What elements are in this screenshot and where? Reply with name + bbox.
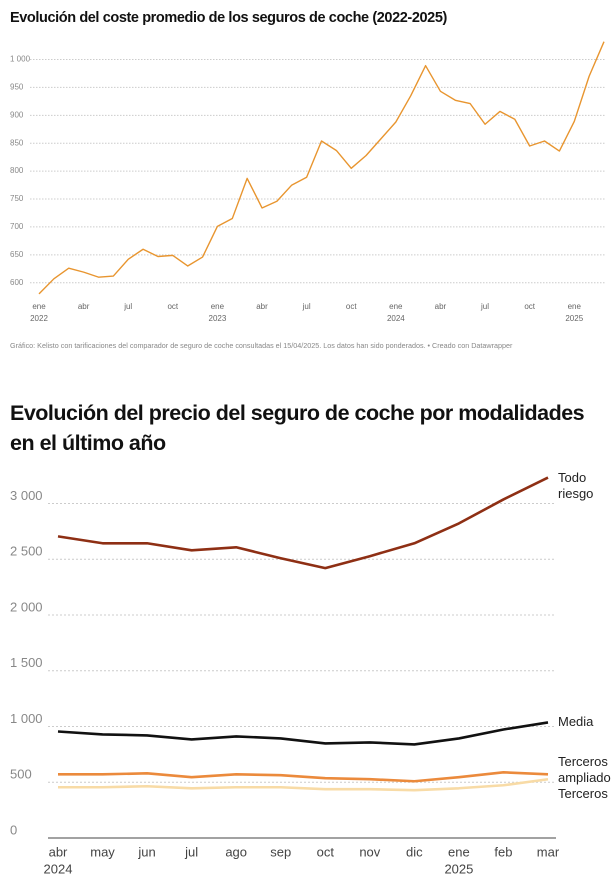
y-tick-label: 900 [10, 110, 24, 119]
x-tick-label: jun [137, 844, 155, 859]
y-tick-label: 1 000 [10, 711, 43, 726]
x-tick-label: abr [256, 302, 268, 311]
chart-title: Evolución del precio del seguro de coche… [10, 401, 585, 455]
series-label: Media [558, 714, 594, 730]
series-label: Terceros ampliado [558, 754, 611, 786]
y-tick-label: 800 [10, 166, 24, 175]
x-tick-sublabel: 2024 [44, 861, 73, 876]
y-tick-label: 750 [10, 194, 24, 203]
x-tick-label: abr [49, 844, 68, 859]
x-tick-label: oct [524, 302, 535, 311]
x-tick-label: ene [32, 302, 46, 311]
x-tick-label: feb [494, 844, 512, 859]
x-tick-label: ene [568, 302, 582, 311]
x-tick-label: ene [389, 302, 403, 311]
x-tick-label: jul [302, 302, 311, 311]
y-tick-label: 950 [10, 83, 24, 92]
y-tick-label: 0 [10, 822, 17, 837]
series-label: Terceros [558, 786, 608, 802]
x-tick-label: ene [211, 302, 225, 311]
y-tick-label: 1 000 [10, 55, 31, 64]
series-line [58, 771, 549, 783]
x-tick-sublabel: 2025 [565, 314, 583, 323]
x-tick-label: nov [359, 844, 380, 859]
y-tick-label: 650 [10, 250, 24, 259]
x-tick-sublabel: 2022 [30, 314, 48, 323]
source-note: Gráfico: Kelisto con tarificaciones del … [10, 341, 513, 350]
x-tick-sublabel: 2024 [387, 314, 405, 323]
x-tick-sublabel: 2025 [444, 861, 473, 876]
series-line [58, 777, 549, 792]
x-tick-label: oct [346, 302, 357, 311]
x-tick-sublabel: 2023 [209, 314, 227, 323]
x-tick-label: mar [537, 844, 560, 859]
x-tick-label: jul [123, 302, 132, 311]
y-tick-label: 500 [10, 767, 32, 782]
y-tick-label: 600 [10, 278, 24, 287]
x-tick-label: sep [270, 844, 291, 859]
series-line [57, 476, 549, 570]
y-tick-label: 2 000 [10, 599, 43, 614]
x-tick-label: oct [317, 844, 335, 859]
x-tick-label: jul [480, 302, 489, 311]
x-tick-label: ago [225, 844, 247, 859]
x-tick-label: oct [167, 302, 178, 311]
x-tick-label: dic [406, 844, 423, 859]
x-tick-label: abr [435, 302, 447, 311]
y-tick-label: 850 [10, 138, 24, 147]
y-tick-label: 1 500 [10, 655, 43, 670]
y-tick-label: 3 000 [10, 488, 43, 503]
series-line [38, 41, 605, 295]
chart-title: Evolución del coste promedio de los segu… [10, 10, 448, 26]
x-tick-label: jul [184, 844, 198, 859]
series-label: Todo riesgo [558, 469, 594, 501]
x-tick-label: abr [78, 302, 90, 311]
x-tick-label: may [90, 844, 115, 859]
y-tick-label: 2 500 [10, 544, 43, 559]
y-tick-label: 700 [10, 222, 24, 231]
series-line [57, 721, 549, 746]
x-tick-label: ene [448, 844, 470, 859]
